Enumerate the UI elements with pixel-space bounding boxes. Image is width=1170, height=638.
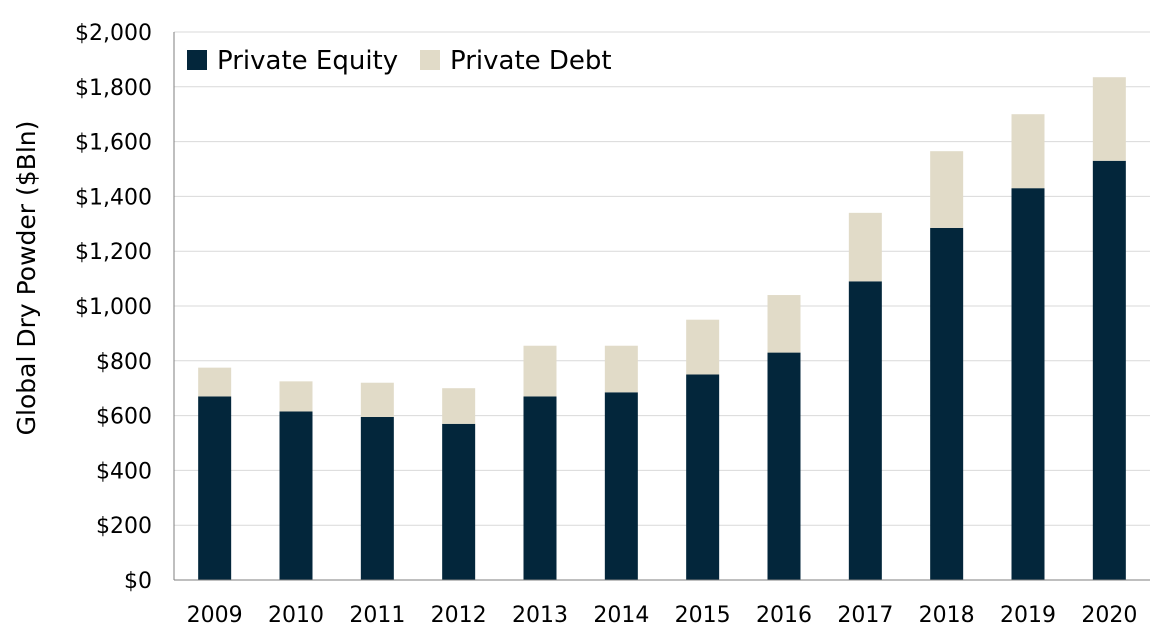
bar-private-equity-2016 — [767, 352, 801, 580]
bar-private-debt-2013 — [523, 345, 557, 397]
y-tick-label: $200 — [96, 514, 152, 539]
x-tick-label: 2013 — [512, 603, 568, 628]
x-tick-label: 2020 — [1081, 603, 1137, 628]
y-tick-label: $600 — [96, 405, 152, 430]
bars — [198, 77, 1126, 580]
bar-private-debt-2020 — [1092, 77, 1126, 161]
x-tick-label: 2012 — [431, 603, 487, 628]
bar-private-equity-2012 — [442, 423, 476, 580]
bar-private-debt-2010 — [279, 381, 313, 412]
bar-private-debt-2014 — [604, 345, 638, 393]
bar-private-debt-2009 — [198, 367, 232, 397]
x-tick-label: 2016 — [756, 603, 812, 628]
legend-label-private-debt: Private Debt — [450, 46, 612, 76]
y-tick-label: $1,400 — [75, 185, 152, 210]
y-tick-label: $800 — [96, 350, 152, 375]
x-tick-label: 2014 — [593, 603, 649, 628]
gridlines — [174, 31, 1150, 526]
x-tick-label: 2010 — [268, 603, 324, 628]
x-tick-label: 2019 — [1000, 603, 1056, 628]
y-axis-title: Global Dry Powder ($Bln) — [12, 121, 41, 436]
x-tick-label: 2015 — [675, 603, 731, 628]
bar-private-debt-2018 — [930, 151, 964, 228]
y-tick-label: $0 — [124, 569, 152, 594]
legend: Private Equity Private Debt — [187, 46, 612, 76]
bar-private-debt-2019 — [1011, 114, 1045, 189]
bar-private-equity-2009 — [198, 396, 232, 580]
bar-private-debt-2011 — [360, 382, 394, 417]
legend-swatch-private-debt — [420, 50, 440, 70]
y-tick-label: $1,200 — [75, 240, 152, 265]
y-tick-labels: $0 $200 $400 $600 $800 $1,000 $1,200 $1,400 $1,6… — [75, 21, 152, 594]
legend-label-private-equity: Private Equity — [217, 46, 398, 76]
x-tick-label: 2017 — [837, 603, 893, 628]
x-tick-label: 2018 — [919, 603, 975, 628]
bar-private-debt-2016 — [767, 295, 801, 353]
bar-private-equity-2013 — [523, 396, 557, 580]
bar-private-equity-2011 — [360, 416, 394, 580]
bar-private-equity-2020 — [1092, 160, 1126, 580]
y-tick-label: $2,000 — [75, 21, 152, 46]
bar-private-debt-2017 — [848, 212, 882, 282]
bar-private-equity-2015 — [686, 374, 720, 580]
bar-private-equity-2010 — [279, 411, 313, 580]
x-tick-label: 2011 — [349, 603, 405, 628]
bar-private-equity-2014 — [604, 392, 638, 580]
bar-private-equity-2019 — [1011, 188, 1045, 580]
bar-private-debt-2015 — [686, 319, 720, 375]
bar-private-debt-2012 — [442, 388, 476, 424]
y-tick-label: $400 — [96, 459, 152, 484]
x-tick-labels: 2009 2010 2011 2012 2013 2014 2015 2016 2017 2018… — [187, 603, 1138, 628]
y-tick-label: $1,600 — [75, 131, 152, 156]
axes — [173, 32, 1150, 581]
x-tick-label: 2009 — [187, 603, 243, 628]
y-tick-label: $1,800 — [75, 76, 152, 101]
bar-private-equity-2018 — [930, 227, 964, 580]
y-tick-label: $1,000 — [75, 295, 152, 320]
legend-swatch-private-equity — [187, 50, 207, 70]
bar-private-equity-2017 — [848, 281, 882, 580]
